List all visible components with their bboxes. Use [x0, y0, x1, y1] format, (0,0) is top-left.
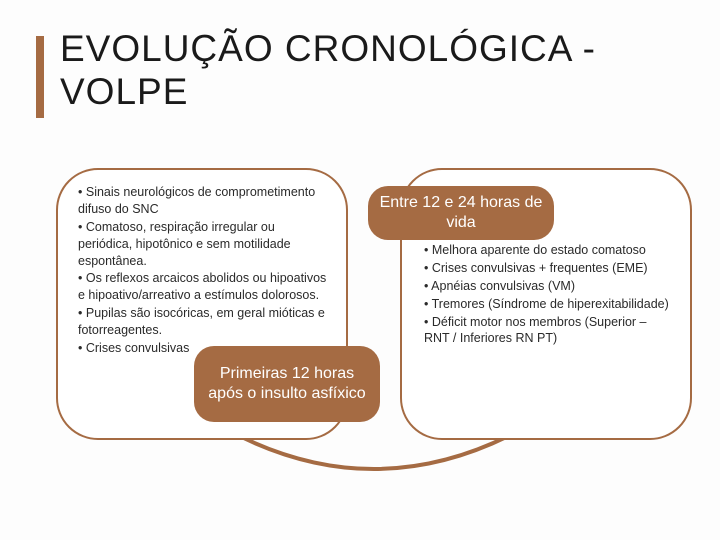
list-item: Sinais neurológicos de comprometimento d… [78, 184, 330, 218]
list-item: Crises convulsivas + frequentes (EME) [424, 260, 672, 277]
right-panel: Entre 12 e 24 horas de vida Melhora apar… [400, 168, 692, 440]
left-panel-label: Primeiras 12 horas após o insulto asfíxi… [194, 346, 380, 422]
list-item: Déficit motor nos membros (Superior – RN… [424, 314, 672, 348]
list-item: Tremores (Síndrome de hiperexitabilidade… [424, 296, 672, 313]
title-area: EVOLUÇÃO CRONOLÓGICA - VOLPE [36, 28, 690, 113]
list-item: Os reflexos arcaicos abolidos ou hipoati… [78, 270, 330, 304]
list-item: Apnéias convulsivas (VM) [424, 278, 672, 295]
left-panel-list: Sinais neurológicos de comprometimento d… [78, 184, 330, 357]
left-panel: Sinais neurológicos de comprometimento d… [56, 168, 348, 440]
page-title: EVOLUÇÃO CRONOLÓGICA - VOLPE [60, 28, 690, 113]
right-panel-list: Melhora aparente do estado comatoso Cris… [424, 242, 672, 347]
title-accent-bar [36, 36, 44, 118]
list-item: Melhora aparente do estado comatoso [424, 242, 672, 259]
list-item: Comatoso, respiração irregular ou periód… [78, 219, 330, 270]
list-item: Pupilas são isocóricas, em geral miótica… [78, 305, 330, 339]
right-panel-label: Entre 12 e 24 horas de vida [368, 186, 554, 240]
